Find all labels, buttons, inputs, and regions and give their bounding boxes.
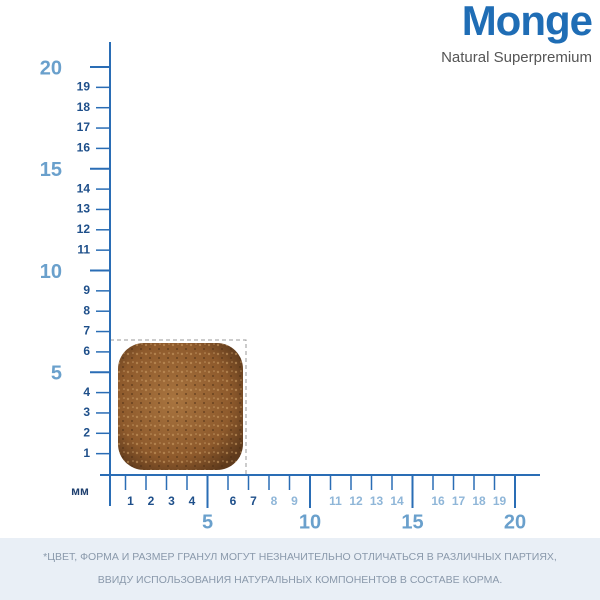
footnote-line: *ЦВЕТ, ФОРМА И РАЗМЕР ГРАНУЛ МОГУТ НЕЗНА… [43,551,557,563]
x-tick-label: 4 [189,494,196,508]
x-major-label: 20 [504,511,526,533]
y-tick-label: 7 [83,324,90,338]
y-major-label: 5 [51,363,62,385]
y-major-label: 10 [40,261,62,283]
x-major-label: 15 [401,511,423,533]
unit: мм [71,484,89,498]
x-tick-label: 14 [390,494,404,508]
y-tick-label: 4 [83,385,90,399]
x-tick-label: 3 [168,494,175,508]
y-tick-label: 2 [83,425,90,439]
size-box [110,339,247,475]
x-major-label: 5 [202,511,213,533]
x-tick-label: 2 [148,494,155,508]
x-tick-label: 8 [271,494,278,508]
y-tick-label: 17 [77,120,91,134]
x-tick-label: 18 [472,494,486,508]
y-tick-label: 19 [77,80,91,94]
x-tick-label: 17 [452,494,466,508]
footer [0,538,600,600]
x-tick-label: 11 [329,494,342,508]
y-tick-label: 8 [83,303,90,317]
y-tick-label: 11 [77,242,90,256]
x-tick-label: 7 [250,494,257,508]
x-tick-label: 16 [431,494,445,508]
footnote-line: ВВИДУ ИСПОЛЬЗОВАНИЯ НАТУРАЛЬНЫХ КОМПОНЕН… [98,574,503,586]
y-major-label: 20 [40,57,62,79]
y-tick-label: 18 [77,100,91,114]
y-tick-label: 14 [77,181,91,195]
y-major-label: 15 [40,159,62,181]
x-tick-label: 19 [493,494,507,508]
brand: Monge [462,0,592,44]
y-tick-label: 16 [77,141,91,155]
y-tick-label: 9 [83,283,90,297]
y-tick-label: 12 [77,222,91,236]
x-tick-label: 9 [291,494,298,508]
x-tick-label: 6 [230,494,237,508]
y-tick-label: 1 [83,446,90,460]
x-tick-label: 1 [127,494,134,508]
kibble-texture [118,343,243,470]
y-tick-label: 13 [77,202,91,216]
x-tick-label: 12 [349,494,363,508]
y-tick-label: 6 [83,344,90,358]
tagline: Natural Superpremium [441,49,592,66]
x-major-label: 10 [299,511,321,533]
x-tick-label: 13 [370,494,384,508]
y-tick-label: 3 [83,405,90,419]
